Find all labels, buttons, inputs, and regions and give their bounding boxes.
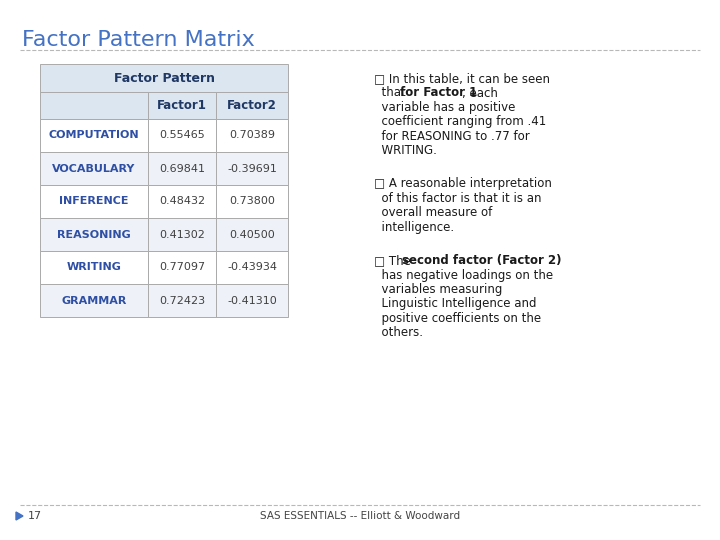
Text: COMPUTATION: COMPUTATION <box>49 131 139 140</box>
Bar <box>40 251 148 284</box>
Bar <box>40 92 148 119</box>
Text: □ The: □ The <box>374 254 415 267</box>
Text: 0.41302: 0.41302 <box>159 230 205 240</box>
Text: second factor (Factor 2): second factor (Factor 2) <box>402 254 562 267</box>
Text: □ In this table, it can be seen: □ In this table, it can be seen <box>374 72 550 85</box>
Text: variable has a positive: variable has a positive <box>374 101 516 114</box>
Text: Factor Pattern Matrix: Factor Pattern Matrix <box>22 30 255 50</box>
Text: REASONING: REASONING <box>57 230 131 240</box>
Text: variables measuring: variables measuring <box>374 283 503 296</box>
Bar <box>40 218 148 251</box>
Text: -0.43934: -0.43934 <box>227 262 277 273</box>
Text: 17: 17 <box>28 511 42 521</box>
Text: Linguistic Intelligence and: Linguistic Intelligence and <box>374 298 536 310</box>
Bar <box>216 152 288 185</box>
Bar <box>216 119 288 152</box>
Bar <box>148 251 216 284</box>
Text: INFERENCE: INFERENCE <box>59 197 129 206</box>
Bar <box>40 284 148 317</box>
Text: that: that <box>374 86 410 99</box>
Bar <box>40 64 288 92</box>
Text: 0.73800: 0.73800 <box>229 197 275 206</box>
Text: , each: , each <box>462 86 498 99</box>
Text: 0.55465: 0.55465 <box>159 131 205 140</box>
Text: 0.48432: 0.48432 <box>159 197 205 206</box>
Bar <box>40 152 148 185</box>
Text: VOCABULARY: VOCABULARY <box>53 164 135 173</box>
Bar <box>148 119 216 152</box>
Bar <box>148 185 216 218</box>
Text: 0.69841: 0.69841 <box>159 164 205 173</box>
Text: SAS ESSENTIALS -- Elliott & Woodward: SAS ESSENTIALS -- Elliott & Woodward <box>260 511 460 521</box>
Text: Factor1: Factor1 <box>157 99 207 112</box>
Bar <box>40 185 148 218</box>
Text: overall measure of: overall measure of <box>374 206 492 219</box>
Bar <box>148 92 216 119</box>
Text: positive coefficients on the: positive coefficients on the <box>374 312 541 325</box>
Text: WRITING.: WRITING. <box>374 145 437 158</box>
Text: for REASONING to .77 for: for REASONING to .77 for <box>374 130 530 143</box>
Text: intelligence.: intelligence. <box>374 221 454 234</box>
Text: -0.39691: -0.39691 <box>227 164 277 173</box>
Text: for Factor 1: for Factor 1 <box>400 86 477 99</box>
Text: others.: others. <box>374 327 423 340</box>
Text: of this factor is that it is an: of this factor is that it is an <box>374 192 541 205</box>
Bar <box>216 185 288 218</box>
Bar <box>40 119 148 152</box>
Text: 0.40500: 0.40500 <box>229 230 275 240</box>
Polygon shape <box>16 512 23 520</box>
Text: 0.70389: 0.70389 <box>229 131 275 140</box>
Bar <box>216 284 288 317</box>
Text: WRITING: WRITING <box>66 262 122 273</box>
Text: coefficient ranging from .41: coefficient ranging from .41 <box>374 116 546 129</box>
Bar <box>148 218 216 251</box>
Text: -0.41310: -0.41310 <box>227 295 277 306</box>
Bar <box>216 92 288 119</box>
Text: Factor2: Factor2 <box>227 99 277 112</box>
Bar <box>148 284 216 317</box>
Text: 0.72423: 0.72423 <box>159 295 205 306</box>
Bar <box>216 251 288 284</box>
Text: GRAMMAR: GRAMMAR <box>61 295 127 306</box>
Text: 0.77097: 0.77097 <box>159 262 205 273</box>
Text: has negative loadings on the: has negative loadings on the <box>374 268 553 281</box>
Bar <box>216 218 288 251</box>
Bar <box>148 152 216 185</box>
Text: Factor Pattern: Factor Pattern <box>114 71 215 84</box>
Text: □ A reasonable interpretation: □ A reasonable interpretation <box>374 178 552 191</box>
